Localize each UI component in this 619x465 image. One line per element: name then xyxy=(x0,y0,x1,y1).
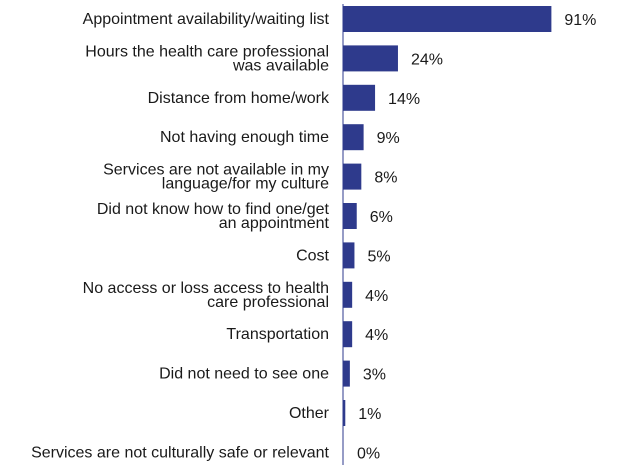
category-label-2: Distance from home/work xyxy=(148,90,330,107)
category-label-line: care professional xyxy=(207,294,329,311)
bar-4 xyxy=(343,163,362,190)
category-label-line: Did not need to see one xyxy=(159,366,329,383)
bar-2 xyxy=(343,84,376,111)
value-label-0: 91% xyxy=(564,12,596,29)
value-label-7: 4% xyxy=(365,288,388,305)
bar-9 xyxy=(343,360,350,387)
value-label-6: 5% xyxy=(367,248,390,265)
bar-7 xyxy=(343,281,353,308)
category-label-line: Cost xyxy=(296,247,329,264)
category-label-line: Services are not available in my xyxy=(103,162,329,179)
category-label-line: an appointment xyxy=(219,215,330,232)
category-label-5: Did not know how to find one/get an appoi… xyxy=(97,201,330,232)
bar-0 xyxy=(343,6,552,32)
category-labels-group: Appointment availability/waiting list Hou… xyxy=(31,11,330,461)
bar-8 xyxy=(343,321,353,348)
value-label-3: 9% xyxy=(377,130,400,147)
bar-1 xyxy=(343,45,398,72)
category-label-line: Services are not culturally safe or rele… xyxy=(31,444,329,461)
value-label-10: 1% xyxy=(358,406,381,423)
value-label-1: 24% xyxy=(411,51,443,68)
category-label-1: Hours the health care professional was av… xyxy=(85,43,329,74)
category-label-8: Transportation xyxy=(226,326,329,343)
category-label-6: Cost xyxy=(296,247,329,264)
category-label-0: Appointment availability/waiting list xyxy=(83,11,330,28)
category-label-9: Did not need to see one xyxy=(159,366,329,383)
category-label-3: Not having enough time xyxy=(160,129,329,146)
bar-3 xyxy=(343,124,364,151)
category-label-line: Transportation xyxy=(226,326,329,343)
value-label-11: 0% xyxy=(357,445,380,462)
value-label-4: 8% xyxy=(374,170,397,187)
value-label-5: 6% xyxy=(370,209,393,226)
category-label-line: Hours the health care professional xyxy=(85,43,329,60)
value-labels-group: 91% 24% 14% 9% 8% 6% 5% 4% 4% 3% 1% 0% xyxy=(357,12,596,462)
category-label-line: Did not know how to find one/get xyxy=(97,201,330,218)
category-label-10: Other xyxy=(289,405,330,422)
bar-5 xyxy=(343,203,357,229)
bar-6 xyxy=(343,242,355,269)
category-label-line: No access or loss access to health xyxy=(83,280,329,297)
category-label-11: Services are not culturally safe or rele… xyxy=(31,444,329,461)
category-label-7: No access or loss access to health care p… xyxy=(83,280,329,311)
bars-group xyxy=(343,6,552,426)
value-label-8: 4% xyxy=(365,327,388,344)
value-label-2: 14% xyxy=(388,91,420,108)
category-label-line: Other xyxy=(289,405,330,422)
value-label-9: 3% xyxy=(363,367,386,384)
category-label-line: Distance from home/work xyxy=(148,90,330,107)
category-label-line: Appointment availability/waiting list xyxy=(83,11,330,28)
category-label-line: language/for my culture xyxy=(162,176,329,193)
category-label-line: Not having enough time xyxy=(160,129,329,146)
category-label-4: Services are not available in my language… xyxy=(103,162,329,193)
bar-10 xyxy=(343,400,346,426)
category-label-line: was available xyxy=(232,57,329,74)
